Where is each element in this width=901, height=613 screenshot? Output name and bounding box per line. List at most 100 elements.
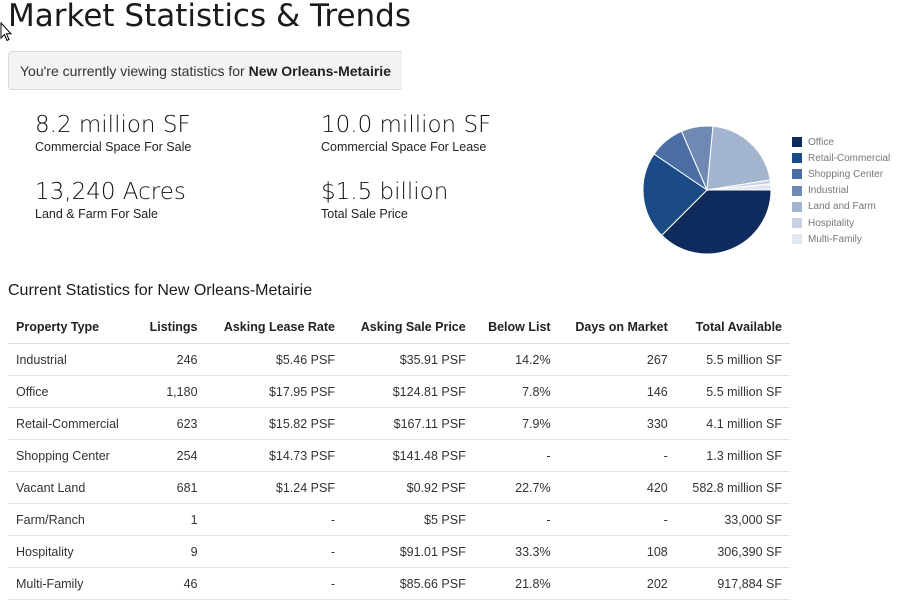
table-cell-below-list: 22.7% [473, 471, 559, 504]
table-cell-days-on-market: 108 [558, 535, 676, 568]
legend-item-office[interactable]: Office [792, 134, 890, 150]
table-cell-property-type: Shopping Center [8, 439, 137, 472]
table-cell-listings: 1,180 [136, 375, 206, 408]
legend-item-industrial[interactable]: Industrial [792, 183, 890, 199]
table-cell-days-on-market: 146 [558, 375, 676, 408]
legend-item-hospitality[interactable]: Hospitality [792, 215, 890, 231]
column-header-asking-lease-rate: Asking Lease Rate [205, 311, 343, 344]
legend-item-multi-family[interactable]: Multi-Family [792, 231, 890, 247]
table-cell-asking-lease-rate: $14.73 PSF [205, 439, 343, 472]
table-title: Current Statistics for New Orleans-Metai… [8, 282, 313, 299]
legend-item-shopping-center[interactable]: Shopping Center [792, 166, 890, 182]
table-cell-asking-sale-price: $141.48 PSF [342, 439, 474, 472]
column-header-property-type: Property Type [8, 311, 137, 344]
legend-swatch [792, 218, 802, 229]
stat-value: 8.2 million SF [35, 112, 191, 138]
statistics-table: Property Type Listings Asking Lease Rate As… [8, 311, 790, 600]
stat-commercial-for-lease: 10.0 million SF Commercial Space For Lea… [321, 112, 491, 154]
table-cell-days-on-market: 202 [558, 567, 676, 600]
table-row: Industrial 246 $5.46 PSF $35.91 PSF 14.2% 267… [8, 343, 790, 376]
table-cell-listings: 46 [136, 567, 206, 600]
table-cell-listings: 623 [136, 407, 206, 440]
table-cell-property-type: Vacant Land [8, 471, 137, 504]
table-cell-listings: 1 [136, 503, 206, 536]
table-cell-asking-lease-rate: $15.82 PSF [205, 407, 343, 440]
mouse-cursor-icon [0, 22, 12, 42]
legend-item-land-and-farm[interactable]: Land and Farm [792, 199, 890, 215]
pie-slice-multi-family[interactable] [706, 183, 772, 191]
stat-total-sale-price: $1.5 billion Total Sale Price [321, 179, 448, 221]
table-cell-property-type: Retail-Commercial [8, 407, 137, 440]
table-cell-property-type: Industrial [8, 343, 137, 376]
table-cell-asking-lease-rate: $1.24 PSF [205, 471, 343, 504]
column-header-total-available: Total Available [675, 311, 790, 344]
table-cell-asking-sale-price: $35.91 PSF [342, 343, 474, 376]
property-type-pie-chart [642, 125, 772, 255]
table-cell-total-available: 306,390 SF [675, 535, 790, 568]
page-title: Market Statistics & Trends [8, 0, 411, 34]
stat-label: Commercial Space For Sale [35, 140, 192, 154]
table-row: Vacant Land 681 $1.24 PSF $0.92 PSF 22.7% 420… [8, 471, 790, 504]
table-cell-days-on-market: 267 [558, 343, 676, 376]
table-cell-total-available: 5.5 million SF [675, 375, 790, 408]
table-cell-days-on-market: 330 [558, 407, 676, 440]
table-cell-below-list: 7.9% [473, 407, 559, 440]
table-cell-asking-lease-rate: - [205, 567, 343, 600]
stat-land-farm-for-sale: 13,240 Acres Land & Farm For Sale [35, 179, 186, 221]
current-market-name: New Orleans-Metairie [248, 63, 391, 79]
table-cell-below-list: 33.3% [473, 535, 559, 568]
legend-label: Land and Farm [808, 201, 876, 213]
table-cell-property-type: Multi-Family [8, 567, 137, 600]
column-header-listings: Listings [136, 311, 206, 344]
table-cell-asking-lease-rate: $17.95 PSF [205, 375, 343, 408]
stat-label: Commercial Space For Lease [321, 140, 487, 154]
column-header-below-list: Below List [473, 311, 559, 344]
table-cell-total-available: 917,884 SF [675, 567, 790, 600]
table-cell-asking-sale-price: $85.66 PSF [342, 567, 474, 600]
table-row: Retail-Commercial 623 $15.82 PSF $167.11 PS… [8, 407, 790, 440]
legend-label: Multi-Family [808, 233, 862, 245]
stat-value: $1.5 billion [321, 179, 449, 205]
table-cell-days-on-market: - [558, 503, 676, 536]
table-cell-total-available: 33,000 SF [675, 503, 790, 536]
stat-label: Total Sale Price [321, 207, 408, 221]
table-cell-asking-sale-price: $91.01 PSF [342, 535, 474, 568]
table-cell-listings: 9 [136, 535, 206, 568]
legend-label: Office [808, 136, 834, 148]
legend-label: Retail-Commercial [808, 152, 891, 164]
legend-label: Shopping Center [808, 168, 884, 180]
table-cell-asking-lease-rate: $5.46 PSF [205, 343, 343, 376]
table-cell-days-on-market: - [558, 439, 676, 472]
legend-swatch [792, 137, 802, 148]
table-header-row: Property Type Listings Asking Lease Rate As… [8, 311, 790, 344]
table-cell-listings: 246 [136, 343, 206, 376]
table-row: Hospitality 9- $91.01 PSF 33.3% 108 306,390 S… [8, 535, 790, 568]
pie-slice-land-and-farm[interactable] [706, 125, 771, 191]
column-header-days-on-market: Days on Market [558, 311, 676, 344]
table-cell-below-list: 7.8% [473, 375, 559, 408]
pie-legend: Office Retail-Commercial Shopping Center In… [792, 134, 890, 247]
table-cell-total-available: 5.5 million SF [675, 343, 790, 376]
table-cell-listings: 681 [136, 471, 206, 504]
table-row: Multi-Family 46- $85.66 PSF 21.8% 202 917,884… [8, 567, 790, 600]
legend-swatch [792, 169, 802, 180]
table-cell-asking-sale-price: $124.81 PSF [342, 375, 474, 408]
table-cell-asking-lease-rate: - [205, 535, 343, 568]
stat-label: Land & Farm For Sale [35, 207, 158, 221]
table-cell-total-available: 582.8 million SF [675, 471, 790, 504]
legend-item-retail-commercial[interactable]: Retail-Commercial [792, 150, 890, 166]
table-cell-asking-sale-price: $5 PSF [342, 503, 474, 536]
legend-label: Industrial [808, 185, 849, 197]
table-cell-property-type: Hospitality [8, 535, 137, 568]
legend-swatch [792, 201, 802, 212]
table-cell-total-available: 1.3 million SF [675, 439, 790, 472]
legend-swatch [792, 153, 802, 164]
table-row: Office 1,180 $17.95 PSF $124.81 PSF 7.8% 146 5… [8, 375, 790, 408]
pie-slice-retail-commercial[interactable] [642, 153, 708, 236]
pie-slice-office[interactable] [661, 189, 772, 255]
table-cell-asking-sale-price: $0.92 PSF [342, 471, 474, 504]
table-cell-days-on-market: 420 [558, 471, 676, 504]
market-context-banner: You're currently viewing statistics for … [8, 51, 402, 90]
table-cell-property-type: Office [8, 375, 137, 408]
table-cell-below-list: - [473, 503, 559, 536]
